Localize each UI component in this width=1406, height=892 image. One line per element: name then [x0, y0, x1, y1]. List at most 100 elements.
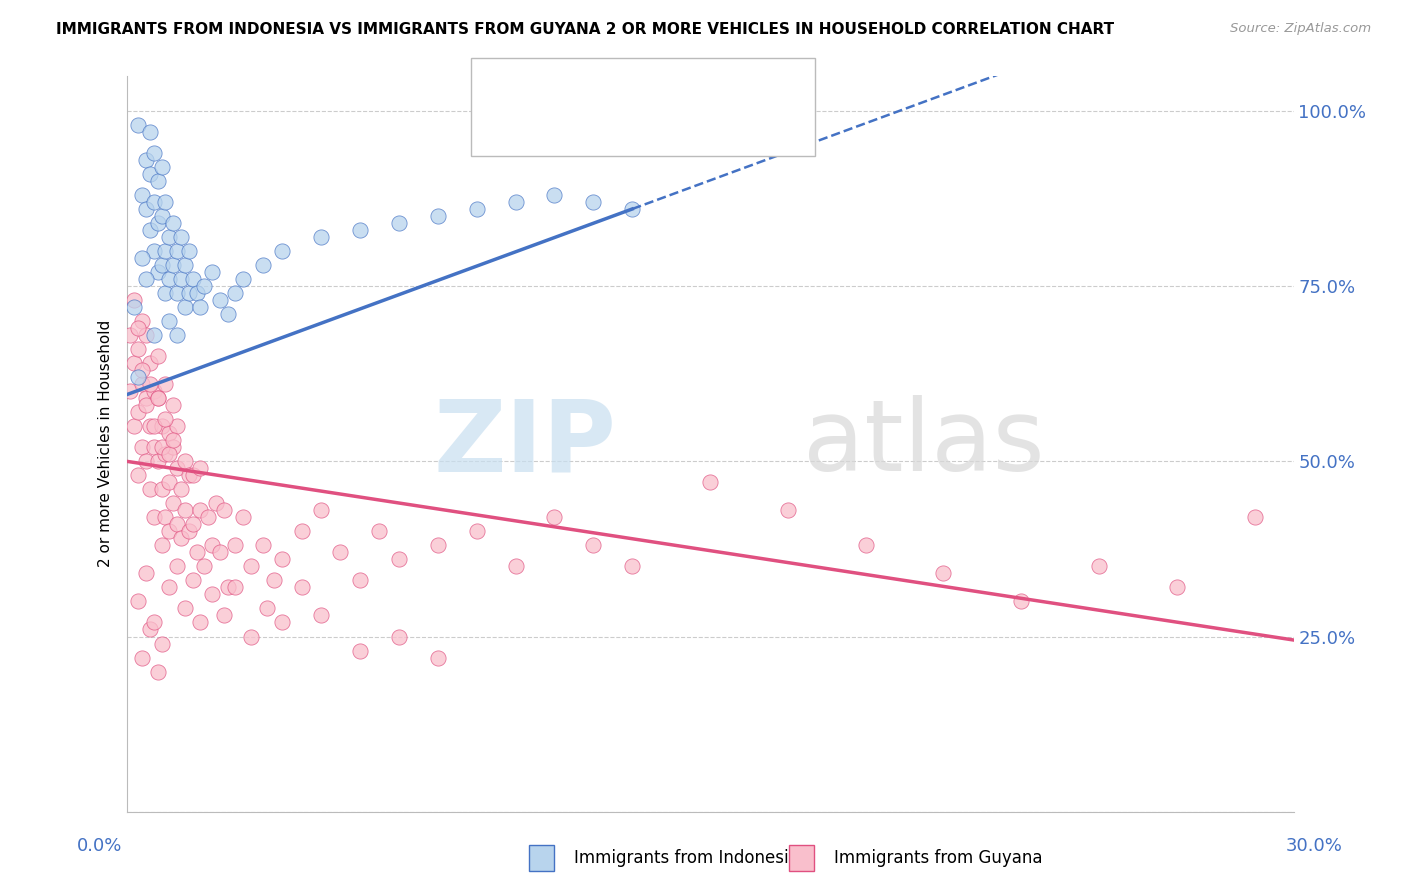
Point: [120, 328, 142, 343]
Point: [150, 258, 173, 272]
Point: [166, 461, 188, 475]
Point: [505, 559, 527, 574]
Text: 115: 115: [661, 129, 699, 147]
Point: [162, 398, 184, 412]
Point: [142, 244, 165, 258]
Point: [131, 188, 153, 202]
Point: [193, 559, 215, 574]
Point: [232, 272, 254, 286]
Point: [252, 258, 274, 272]
Text: Immigrants from Indonesia: Immigrants from Indonesia: [574, 849, 799, 867]
Point: [155, 286, 177, 301]
Point: [505, 194, 527, 209]
Point: [139, 377, 162, 392]
Point: [190, 503, 212, 517]
Point: [582, 538, 605, 552]
Point: [208, 545, 231, 559]
Point: [127, 405, 149, 419]
Point: [174, 258, 197, 272]
Point: [197, 510, 219, 524]
Point: [177, 286, 200, 301]
Point: [174, 454, 197, 468]
Point: [131, 251, 153, 265]
Point: [142, 194, 165, 209]
Point: [309, 608, 332, 623]
Point: [166, 419, 188, 434]
Point: [150, 636, 173, 650]
Point: [349, 643, 371, 657]
Point: [170, 272, 193, 286]
Text: Source: ZipAtlas.com: Source: ZipAtlas.com: [1230, 22, 1371, 36]
Point: [139, 167, 162, 181]
Point: [166, 328, 188, 343]
Point: [146, 454, 169, 468]
Point: [139, 223, 162, 237]
Point: [177, 468, 200, 483]
Point: [135, 272, 157, 286]
Point: [131, 377, 153, 392]
Point: [127, 370, 149, 384]
Point: [157, 426, 180, 441]
Text: 0.327: 0.327: [562, 74, 619, 92]
Point: [131, 650, 153, 665]
Point: [271, 552, 294, 566]
Point: [139, 125, 162, 139]
Point: [155, 377, 177, 392]
Point: [135, 566, 157, 581]
Point: [155, 194, 177, 209]
Point: [290, 581, 312, 595]
Point: [120, 384, 142, 399]
Point: [155, 412, 177, 426]
Point: [426, 538, 449, 552]
Point: [465, 524, 488, 539]
Point: [162, 440, 184, 454]
Point: [388, 630, 411, 644]
Text: N =: N =: [623, 74, 662, 92]
Point: [166, 517, 188, 532]
Point: [193, 279, 215, 293]
Point: [181, 517, 204, 532]
Point: [170, 483, 193, 497]
Point: [271, 615, 294, 630]
Point: [124, 293, 146, 307]
Point: [166, 244, 188, 258]
Point: [349, 223, 371, 237]
Point: [309, 503, 332, 517]
Point: [368, 524, 391, 539]
Point: [146, 174, 169, 188]
Text: 0.0%: 0.0%: [77, 837, 122, 855]
Point: [131, 363, 153, 377]
Point: [181, 468, 204, 483]
Point: [582, 194, 605, 209]
Point: [190, 615, 212, 630]
Point: [157, 581, 180, 595]
Text: R =: R =: [524, 129, 564, 147]
Point: [170, 532, 193, 546]
Point: [170, 230, 193, 244]
Point: [142, 384, 165, 399]
Point: [240, 630, 263, 644]
Point: [150, 209, 173, 223]
Text: ZIP: ZIP: [434, 395, 617, 492]
Point: [174, 601, 197, 615]
Point: [150, 440, 173, 454]
Point: [190, 461, 212, 475]
Point: [135, 391, 157, 405]
Point: [139, 356, 162, 370]
Text: Immigrants from Guyana: Immigrants from Guyana: [834, 849, 1042, 867]
Point: [263, 574, 285, 588]
Point: [166, 559, 188, 574]
Point: [142, 145, 165, 160]
Point: [776, 503, 799, 517]
Point: [290, 524, 312, 539]
Point: [205, 496, 228, 510]
Point: [217, 581, 239, 595]
Text: atlas: atlas: [803, 395, 1045, 492]
Point: [157, 447, 180, 461]
Point: [699, 475, 721, 490]
Point: [146, 391, 169, 405]
Point: [212, 503, 235, 517]
Point: [309, 230, 332, 244]
Point: [139, 483, 162, 497]
Point: [139, 623, 162, 637]
